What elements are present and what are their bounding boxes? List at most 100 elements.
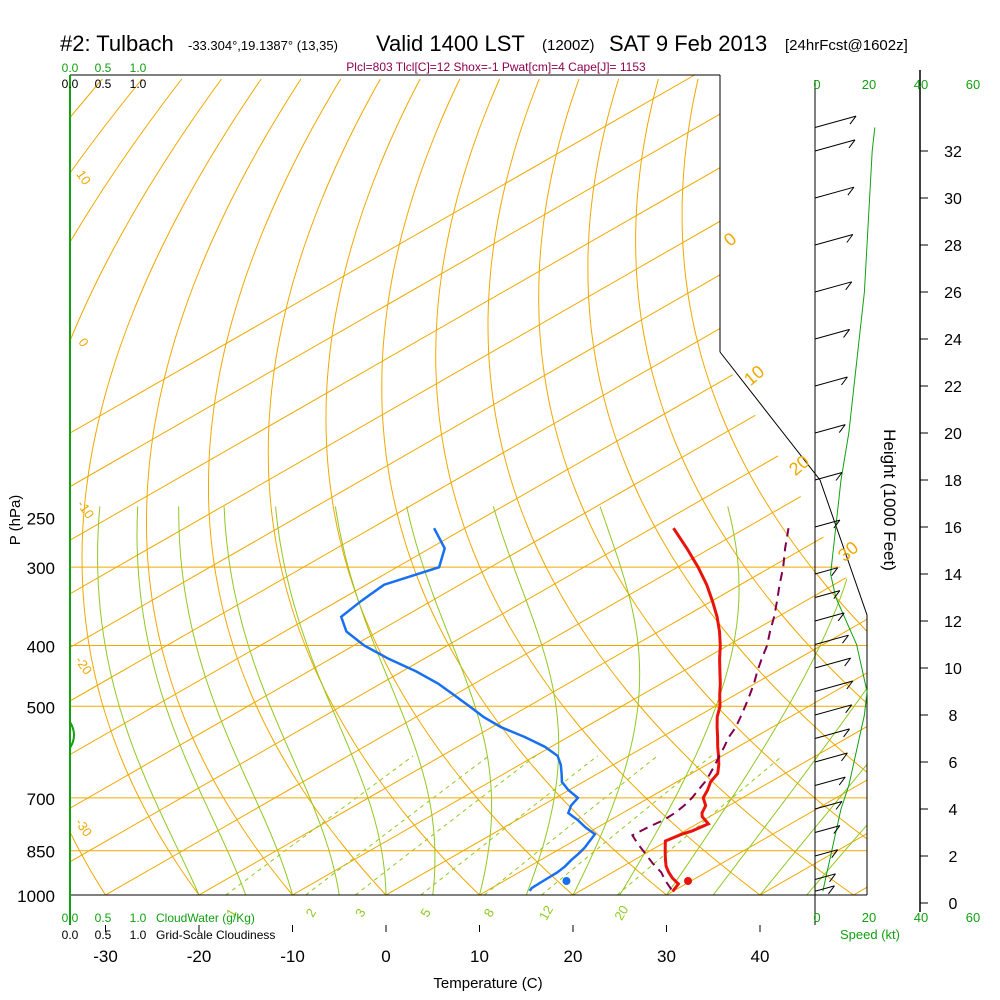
wind-barb-flag — [844, 657, 852, 667]
mixing-ratio-label: 3 — [352, 906, 369, 920]
moist-adiabat-line — [178, 506, 293, 895]
dry-adiabat-line — [976, 79, 1000, 895]
hodograph-mask — [720, 75, 867, 615]
moist-adiabat-line — [492, 506, 560, 895]
surface-temperature-dot — [684, 877, 693, 885]
cloudwater-profile — [69, 721, 75, 749]
moist-adiabat-lines — [97, 506, 867, 895]
mixing-ratio-lines — [225, 755, 783, 895]
x-tick-label: -10 — [280, 947, 305, 966]
wind-barb — [814, 634, 849, 645]
title-valid: Valid 1400 LST — [376, 31, 525, 56]
wind-speed-tick-label: 0 — [813, 77, 820, 92]
height-tick-label: 4 — [949, 802, 958, 819]
wind-barb-flag — [835, 801, 843, 810]
parcel-line — [630, 528, 790, 891]
dry-adiabat-line — [635, 78, 867, 705]
dewpoint-line — [339, 527, 597, 892]
cloudiness-bottom-tick-label: 0.0 — [62, 928, 79, 942]
moist-adiabat-line — [759, 763, 867, 895]
moist-adiabat-line — [572, 506, 641, 895]
wind-barb — [814, 849, 838, 857]
wind-speed-tick-label: 0 — [813, 910, 820, 925]
dry-adiabat-label: -20 — [72, 653, 95, 677]
mixing-ratio-label: 12 — [536, 903, 556, 923]
isotherm-line — [70, 243, 867, 702]
cloudwater-bottom-tick-label: 1.0 — [130, 911, 147, 925]
dry-adiabat-label: -30 — [72, 815, 95, 839]
sounding-series — [339, 527, 790, 893]
dry-adiabat-line — [325, 78, 574, 895]
x-axis: -30 -20 -10 0 10 20 30 40 — [93, 925, 769, 966]
wind-barb-flag — [833, 590, 841, 599]
dry-adiabat-line — [70, 78, 183, 244]
wind-barb-flag — [849, 115, 857, 125]
cloudwater-top-tick-label: 1.0 — [130, 61, 147, 75]
x-tick-label: 40 — [751, 947, 770, 966]
mixing-ratio-label: 2 — [303, 906, 320, 920]
wind-barb-flag — [841, 376, 848, 386]
mixing-ratio-line — [354, 755, 537, 895]
cloudwater-top-tick-label: 0.5 — [95, 61, 112, 75]
wind-barb-flag — [838, 424, 846, 433]
isobar-lines — [70, 566, 867, 895]
cloudwater-top-tick-label: 0.0 — [62, 61, 79, 75]
wind-barb — [814, 728, 850, 739]
wind-barb — [814, 752, 848, 763]
x-tick-label: 0 — [381, 947, 390, 966]
y-axis: 250 300 400 500 700 850 1000 — [17, 510, 55, 906]
wind-barb — [814, 776, 846, 786]
height-tick-label: 2 — [949, 849, 958, 866]
temperature-line — [663, 527, 722, 893]
isotherm-line — [385, 618, 867, 895]
pressure-tick-label: 250 — [27, 510, 55, 529]
dry-adiabat-line — [381, 78, 667, 895]
title-station: #2: Tulbach — [60, 31, 174, 56]
wind-speed-tick-label: 40 — [914, 77, 928, 92]
dry-adiabat-line — [587, 78, 867, 773]
wind-barb — [814, 704, 852, 716]
height-tick-label: 18 — [944, 473, 962, 490]
wind-barb — [814, 376, 848, 387]
wind-barb — [814, 657, 851, 669]
wind-barb — [814, 186, 855, 199]
height-tick-label: 24 — [944, 332, 962, 349]
moist-adiabat-line — [406, 506, 493, 895]
surface-dewpoint-dot — [562, 877, 571, 885]
wind-barb-flag — [837, 612, 845, 622]
mixing-ratio-labels: 1 2 3 5 8 12 20 — [223, 903, 632, 923]
pressure-tick-label: 1000 — [17, 887, 55, 906]
wind-barb — [814, 590, 840, 598]
wind-barb-flag — [829, 873, 836, 883]
dry-adiabat-label: 10 — [73, 167, 94, 187]
plot-area — [70, 75, 1000, 895]
wind-barb-flag — [833, 519, 841, 529]
wind-barb-flag — [845, 704, 853, 714]
isotherm-line — [70, 75, 789, 488]
dry-adiabat-line — [855, 78, 867, 226]
wind-barb — [814, 328, 850, 340]
mixing-ratio-label: 8 — [481, 906, 498, 920]
height-tick-label: 32 — [944, 144, 962, 161]
moist-adiabat-line — [619, 506, 740, 895]
wind-barb-flag — [843, 728, 850, 738]
wind-speed-tick-label: 20 — [862, 910, 876, 925]
wind-speed-tick-label: 20 — [862, 77, 876, 92]
pressure-tick-label: 400 — [27, 637, 55, 656]
wind-barb-flag — [835, 472, 843, 481]
mixing-ratio-line — [541, 755, 712, 895]
cloud-scale: 0.0 0.0 0.0 0.0 0.5 0.5 0.5 0.5 1.0 1.0 1.0 1.0 Clou… — [62, 61, 276, 942]
height-tick-label: 20 — [944, 426, 962, 443]
mixing-ratio-line — [305, 755, 490, 895]
cloudiness-bottom-tick-label: 1.0 — [130, 928, 147, 942]
mixing-ratio-line — [225, 755, 414, 895]
cloudiness-top-tick-label: 0.0 — [62, 77, 79, 91]
wind-barb-flag — [828, 885, 835, 895]
moist-adiabat-line — [223, 506, 340, 895]
wind-barb-flag — [845, 281, 853, 291]
wind-speed-tick-label: 40 — [914, 910, 928, 925]
x-tick-label: 20 — [564, 947, 583, 966]
height-tick-label: 0 — [949, 896, 958, 913]
moist-adiabat-line — [666, 506, 863, 895]
